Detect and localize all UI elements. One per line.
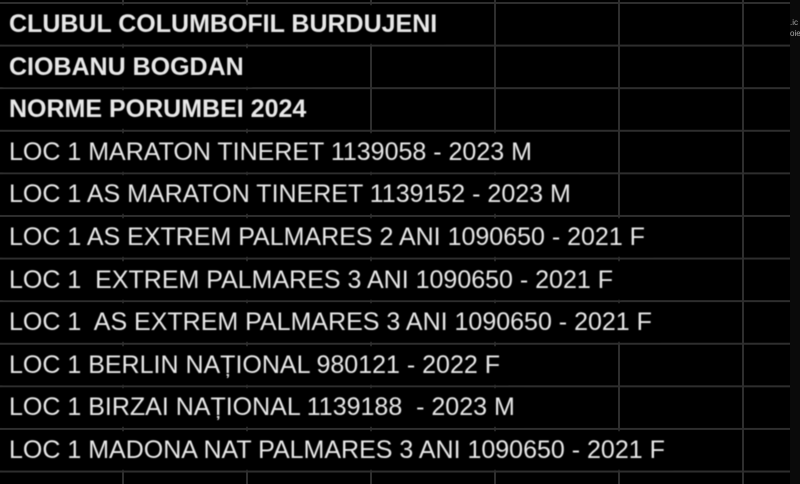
table-row: LOC 1 BIRZAI NAȚIONAL 1139188 - 2023 M	[0, 386, 790, 429]
cell-result[interactable]: LOC 1 AS EXTREM PALMARES 2 ANI 1090650 -…	[3, 217, 653, 257]
cell-result[interactable]: LOC 1 BIRZAI NAȚIONAL 1139188 - 2023 M	[3, 388, 523, 428]
cell-owner-name[interactable]: CIOBANU BOGDAN	[3, 47, 252, 87]
table-row: LOC 1 BERLIN NAȚIONAL 980121 - 2022 F	[0, 344, 790, 387]
cell-result[interactable]: LOC 1 BERLIN NAȚIONAL 980121 - 2022 F	[3, 345, 508, 385]
side-text-line: .ic	[790, 18, 798, 27]
cell-result[interactable]: LOC 1 AS MARATON TINERET 1139152 - 2023 …	[3, 175, 579, 215]
table-row: LOC 1 MADONA NAT PALMARES 3 ANI 1090650 …	[0, 429, 790, 472]
side-window-text: .ic oie	[790, 17, 800, 39]
cell-result[interactable]: LOC 1 EXTREM PALMARES 3 ANI 1090650 - 20…	[3, 260, 621, 300]
cell-club-name[interactable]: CLUBUL COLUMBOFIL BURDUJENI	[3, 5, 446, 44]
cell-title[interactable]: NORME PORUMBEI 2024	[3, 90, 315, 130]
row-club: CLUBUL COLUMBOFIL BURDUJENI	[0, 3, 790, 46]
side-text-line: oie	[790, 29, 800, 38]
spreadsheet-rows: CLUBUL COLUMBOFIL BURDUJENI CIOBANU BOGD…	[0, 3, 790, 472]
table-row: LOC 1 AS EXTREM PALMARES 3 ANI 1090650 -…	[0, 301, 790, 344]
row-title: NORME PORUMBEI 2024	[0, 88, 790, 131]
table-row: LOC 1 EXTREM PALMARES 3 ANI 1090650 - 20…	[0, 259, 790, 302]
table-row: LOC 1 MARATON TINERET 1139058 - 2023 M	[0, 131, 790, 174]
table-row: LOC 1 AS EXTREM PALMARES 2 ANI 1090650 -…	[0, 216, 790, 259]
table-row: LOC 1 AS MARATON TINERET 1139152 - 2023 …	[0, 173, 790, 216]
cell-result[interactable]: LOC 1 AS EXTREM PALMARES 3 ANI 1090650 -…	[3, 303, 660, 343]
cell-result[interactable]: LOC 1 MARATON TINERET 1139058 - 2023 M	[3, 132, 540, 172]
side-window-edge: .ic oie	[790, 0, 800, 484]
cell-result[interactable]: LOC 1 MADONA NAT PALMARES 3 ANI 1090650 …	[3, 430, 673, 470]
row-owner: CIOBANU BOGDAN	[0, 46, 790, 89]
